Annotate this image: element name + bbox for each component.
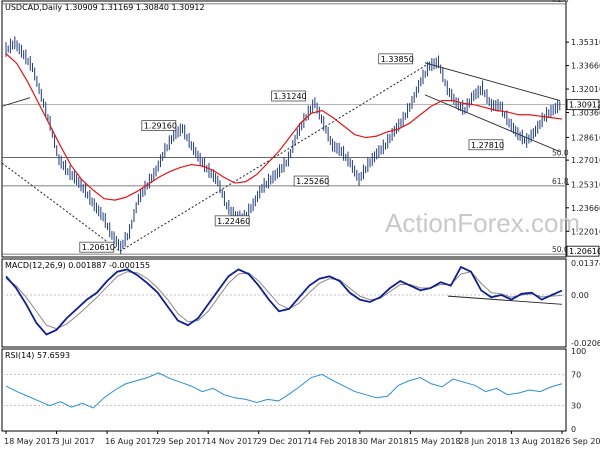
x-tick-label: 18 May 2017 bbox=[4, 437, 56, 446]
x-tick-label: 29 Sep 2017 bbox=[156, 437, 207, 446]
annotation-box bbox=[141, 120, 177, 131]
x-tick-label: 26 Sep 2018 bbox=[560, 437, 600, 446]
annotation-box bbox=[293, 175, 329, 187]
y-tick-label: 1.25310 bbox=[571, 180, 600, 189]
rsi-panel-frame bbox=[1, 348, 567, 432]
macd-y-axis: 0.013745 0.00 -0.020652 bbox=[571, 259, 600, 348]
macd-y-tick-label: 0.013745 bbox=[571, 259, 600, 268]
y-tick-label: 1.27010 bbox=[571, 156, 600, 165]
rsi-series bbox=[5, 372, 563, 409]
fib-label: 50.0 bbox=[552, 245, 569, 254]
macd-y-tick-label: -0.020652 bbox=[571, 339, 600, 348]
dotted-trendline-left bbox=[1, 162, 121, 252]
annotation-box bbox=[214, 215, 250, 227]
fib-label: 61.8 bbox=[552, 177, 569, 186]
price-highlight-box bbox=[566, 99, 600, 111]
x-tick-label: 13 Aug 2018 bbox=[509, 437, 560, 446]
rsi-y-tick-label: 30 bbox=[571, 402, 581, 411]
macd-trendline bbox=[447, 295, 563, 305]
y-tick-label: 1.35310 bbox=[571, 38, 600, 47]
x-tick-label: 14 Feb 2018 bbox=[307, 437, 357, 446]
price-highlight-label: 1.20610 bbox=[569, 247, 600, 256]
x-tick-label: 14 Nov 2017 bbox=[206, 437, 257, 446]
rsi-y-axis: 100 70 30 0 bbox=[571, 347, 586, 434]
rsi-grid bbox=[2, 374, 566, 406]
x-tick-label: 3 Jul 2017 bbox=[55, 437, 95, 446]
annotation-box bbox=[271, 90, 306, 102]
main-panel-frame bbox=[1, 0, 567, 258]
rsi-panel-title: RSI(14) 57.6593 bbox=[5, 351, 70, 360]
macd-line bbox=[5, 265, 563, 336]
channel-lower bbox=[424, 94, 561, 153]
annotation-box bbox=[79, 241, 115, 253]
x-tick-label: 28 Jun 2018 bbox=[459, 437, 507, 446]
macd-panel-frame bbox=[1, 258, 567, 348]
macd-y-tick-label: 0.00 bbox=[571, 291, 589, 300]
fib-label: 61.8 bbox=[552, 0, 569, 4]
annotation-box bbox=[468, 139, 504, 151]
rsi-y-tick-label: 100 bbox=[571, 347, 586, 356]
price-highlight-box bbox=[566, 245, 600, 257]
annotation-label: 1.20610 bbox=[82, 243, 115, 252]
rsi-line bbox=[5, 372, 563, 409]
macd-panel-title: MACD(12,26,9) 0.001887 -0.000155 bbox=[5, 261, 150, 270]
dotted-trendline-right bbox=[119, 62, 431, 252]
trendlines bbox=[1, 62, 561, 252]
y-tick-label: 1.23660 bbox=[571, 204, 600, 213]
rsi-y-tick-label: 0 bbox=[571, 425, 576, 434]
annotation-label: 1.27810 bbox=[471, 141, 504, 150]
annotation-box bbox=[378, 53, 414, 65]
fib-label: 50.0 bbox=[552, 148, 569, 157]
price-annotations: 1.20610 1.29160 1.22460 1.31240 1.25260 1.338… bbox=[79, 53, 504, 253]
x-tick-label: 15 May 2018 bbox=[408, 437, 460, 446]
signal-line bbox=[5, 271, 563, 330]
annotation-label: 1.33850 bbox=[381, 55, 414, 64]
y-tick-label: 1.32010 bbox=[571, 85, 600, 94]
channel-upper bbox=[424, 62, 561, 101]
annotation-label: 1.29160 bbox=[144, 122, 177, 131]
moving-average-series bbox=[5, 53, 563, 201]
x-tick-label: 29 Dec 2017 bbox=[257, 437, 308, 446]
rsi-y-tick-label: 70 bbox=[571, 370, 581, 379]
macd-series bbox=[5, 265, 563, 336]
y-tick-label: 1.28610 bbox=[571, 133, 600, 142]
main-panel-title: USDCAD,Daily 1.30909 1.31169 1.30840 1.3… bbox=[5, 3, 205, 12]
annotation-label: 1.31240 bbox=[274, 92, 307, 101]
y-tick-label: 1.22010 bbox=[571, 227, 600, 236]
annotation-label: 1.25260 bbox=[296, 177, 329, 186]
x-tick-label: 30 Mar 2018 bbox=[358, 437, 409, 446]
y-tick-label: 1.33660 bbox=[571, 62, 600, 71]
moving-average-line bbox=[5, 53, 563, 201]
y-tick-label: 1.30360 bbox=[571, 109, 600, 118]
watermark: ActionForex.com bbox=[385, 208, 580, 238]
x-tick-label: 16 Aug 2017 bbox=[105, 437, 156, 446]
price-highlight-label: 1.30912 bbox=[569, 101, 600, 110]
main-y-axis: 1.35310 1.33660 1.32010 1.30360 1.28610 1.270… bbox=[566, 38, 600, 257]
annotation-label: 1.22460 bbox=[217, 217, 250, 226]
left-stub bbox=[1, 97, 31, 107]
